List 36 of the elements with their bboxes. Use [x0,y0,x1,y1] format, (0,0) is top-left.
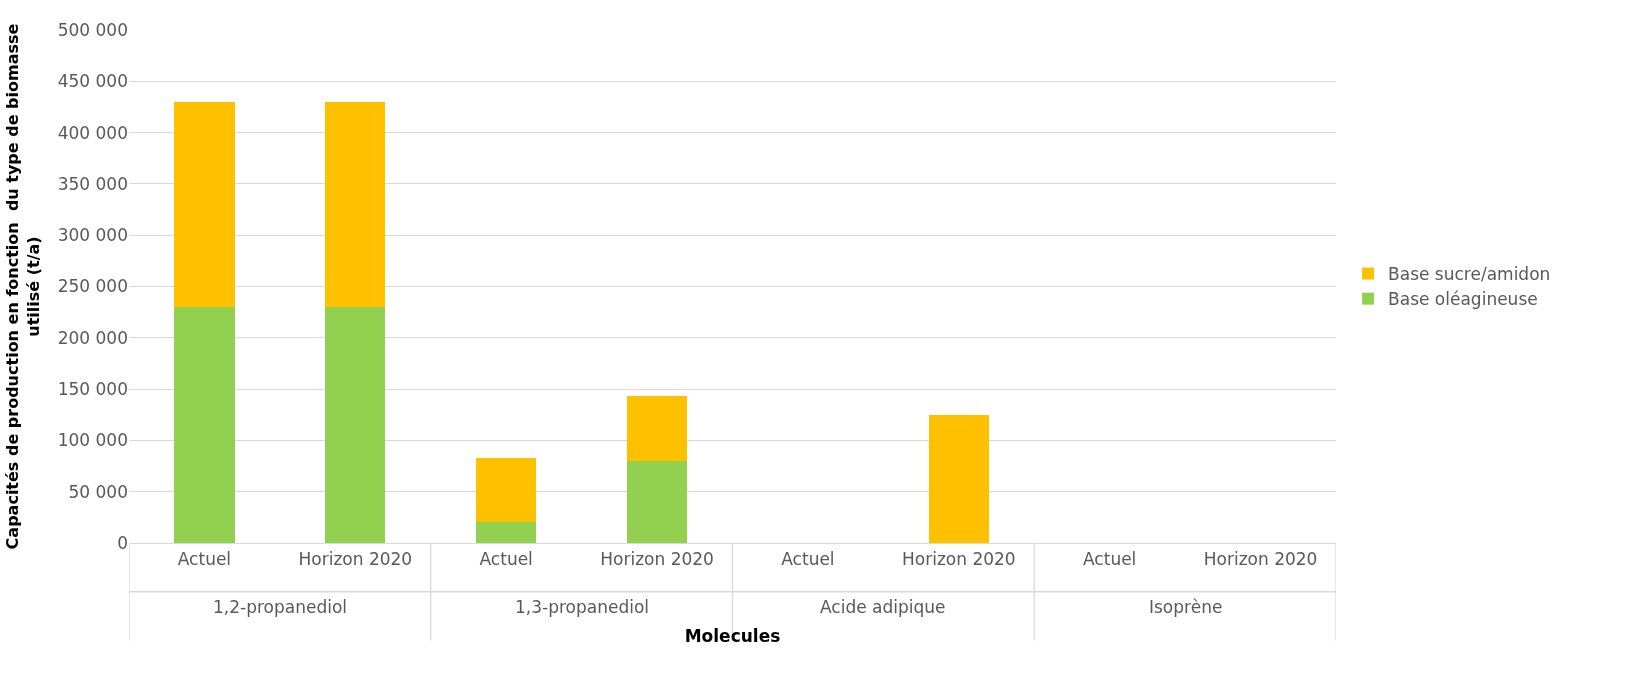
text: Isoprène [1149,597,1223,617]
y-tick-label: 200 000 [57,327,128,348]
y-tick-label: 150 000 [57,379,128,400]
y-tick-label: 300 000 [57,225,128,246]
x-tick-label: Horizon 2020 [1203,548,1318,569]
bar [929,415,989,543]
x-tick-label: Horizon 2020 [901,548,1016,569]
x-tick-label: Actuel [479,548,533,569]
x-axis-title: Molecules [684,625,781,646]
y-tick-label: 100 000 [57,430,128,451]
x-tick-label: Actuel [781,548,835,569]
bar [627,461,687,543]
bar [627,396,687,461]
y-tick-label: 350 000 [57,173,128,194]
bar [476,522,536,543]
x-tick-label: Horizon 2020 [298,548,413,569]
y-tick-label: 400 000 [57,122,128,143]
bar [174,102,235,307]
y-tick-label: 250 000 [57,276,128,297]
y-tick-label: 50 000 [68,481,128,502]
y-tick-label: 0 [117,532,128,553]
text: 1,3-propanediol [515,597,650,617]
bar [476,458,536,522]
x-tick-label: Actuel [1083,548,1137,569]
legend-label: Base sucre/amidon [1388,264,1551,285]
x-tick-label: Horizon 2020 [600,548,714,569]
y-tick-label: 500 000 [57,19,128,40]
legend-label: Base oléagineuse [1388,289,1538,310]
bar [174,307,235,543]
text: Acide adipique [820,597,946,617]
bar [325,102,385,307]
x-tick-label: Actuel [177,548,232,569]
y-tick-label: 450 000 [57,71,128,92]
y-axis-title: Capacités de production en fonction du type de biomasse utilisé (t/a) [2,23,43,550]
text: 1,2-propanediol [213,597,348,617]
bar [325,307,385,543]
